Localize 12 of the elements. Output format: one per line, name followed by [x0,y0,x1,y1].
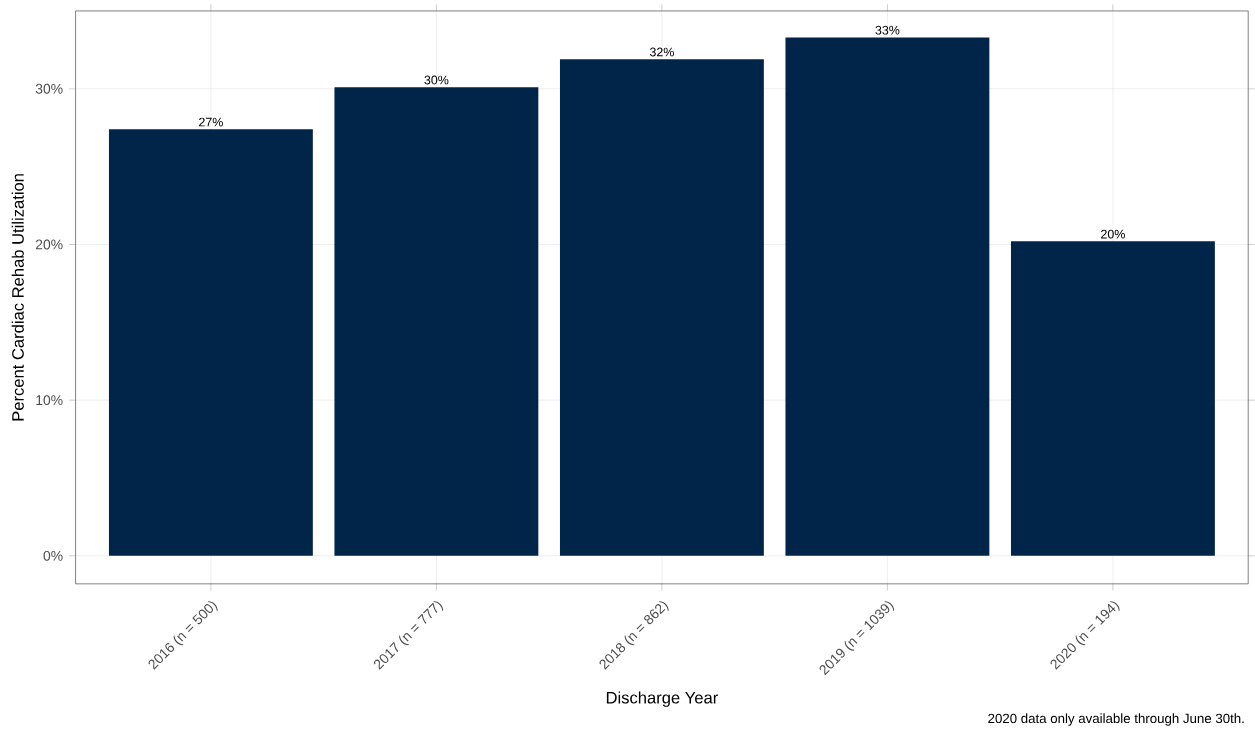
data-label: 33% [875,25,900,35]
data-label: 30% [424,75,449,85]
y-tick-label: 10% [36,395,63,406]
y-tick-label: 0% [43,550,63,561]
y-axis-title: Percent Cardiac Rehab Utilization [11,174,24,421]
data-label: 27% [199,117,223,127]
y-tick-label: 20% [35,239,63,250]
x-axis-title: Discharge Year [606,691,718,707]
text: 2020 data only available through June 30th. [988,713,1244,726]
data-label: 20% [1101,229,1125,239]
data-label: 32% [649,47,674,57]
y-tick-label: 30% [35,83,63,94]
